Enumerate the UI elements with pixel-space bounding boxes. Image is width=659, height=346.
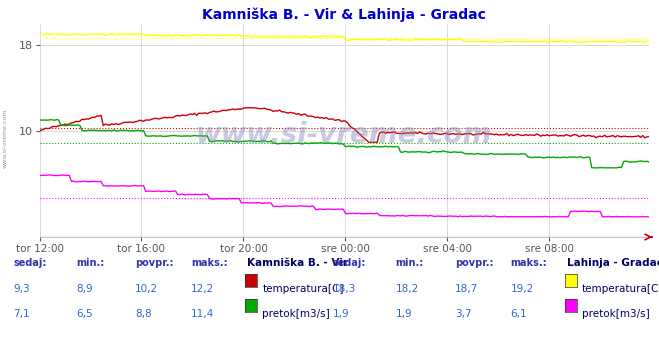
- Text: www.si-vreme.com: www.si-vreme.com: [3, 109, 8, 168]
- Title: Kamniška B. - Vir & Lahinja - Gradac: Kamniška B. - Vir & Lahinja - Gradac: [202, 7, 486, 22]
- Text: 12,2: 12,2: [191, 284, 214, 294]
- Text: sedaj:: sedaj:: [333, 258, 366, 268]
- Text: 8,9: 8,9: [76, 284, 92, 294]
- Text: 7,1: 7,1: [13, 309, 30, 319]
- Text: sedaj:: sedaj:: [13, 258, 47, 268]
- Text: maks.:: maks.:: [191, 258, 228, 268]
- Text: pretok[m3/s]: pretok[m3/s]: [582, 309, 650, 319]
- Text: 6,5: 6,5: [76, 309, 92, 319]
- Text: 6,1: 6,1: [511, 309, 527, 319]
- Text: www.si-vreme.com: www.si-vreme.com: [196, 121, 492, 149]
- Text: 1,9: 1,9: [333, 309, 349, 319]
- Text: 18,7: 18,7: [455, 284, 478, 294]
- Text: Lahinja - Gradac: Lahinja - Gradac: [567, 258, 659, 268]
- Text: 18,3: 18,3: [333, 284, 356, 294]
- Text: min.:: min.:: [395, 258, 424, 268]
- Text: 19,2: 19,2: [511, 284, 534, 294]
- Text: temperatura[C]: temperatura[C]: [582, 284, 659, 294]
- Text: Kamniška B. - Vir: Kamniška B. - Vir: [247, 258, 348, 268]
- Text: 9,3: 9,3: [13, 284, 30, 294]
- Text: 11,4: 11,4: [191, 309, 214, 319]
- Text: 10,2: 10,2: [135, 284, 158, 294]
- Text: pretok[m3/s]: pretok[m3/s]: [262, 309, 330, 319]
- Text: 8,8: 8,8: [135, 309, 152, 319]
- Text: povpr.:: povpr.:: [455, 258, 493, 268]
- Text: maks.:: maks.:: [511, 258, 548, 268]
- Text: 18,2: 18,2: [395, 284, 418, 294]
- Text: min.:: min.:: [76, 258, 104, 268]
- Text: 1,9: 1,9: [395, 309, 412, 319]
- Text: 3,7: 3,7: [455, 309, 471, 319]
- Text: temperatura[C]: temperatura[C]: [262, 284, 344, 294]
- Text: povpr.:: povpr.:: [135, 258, 173, 268]
